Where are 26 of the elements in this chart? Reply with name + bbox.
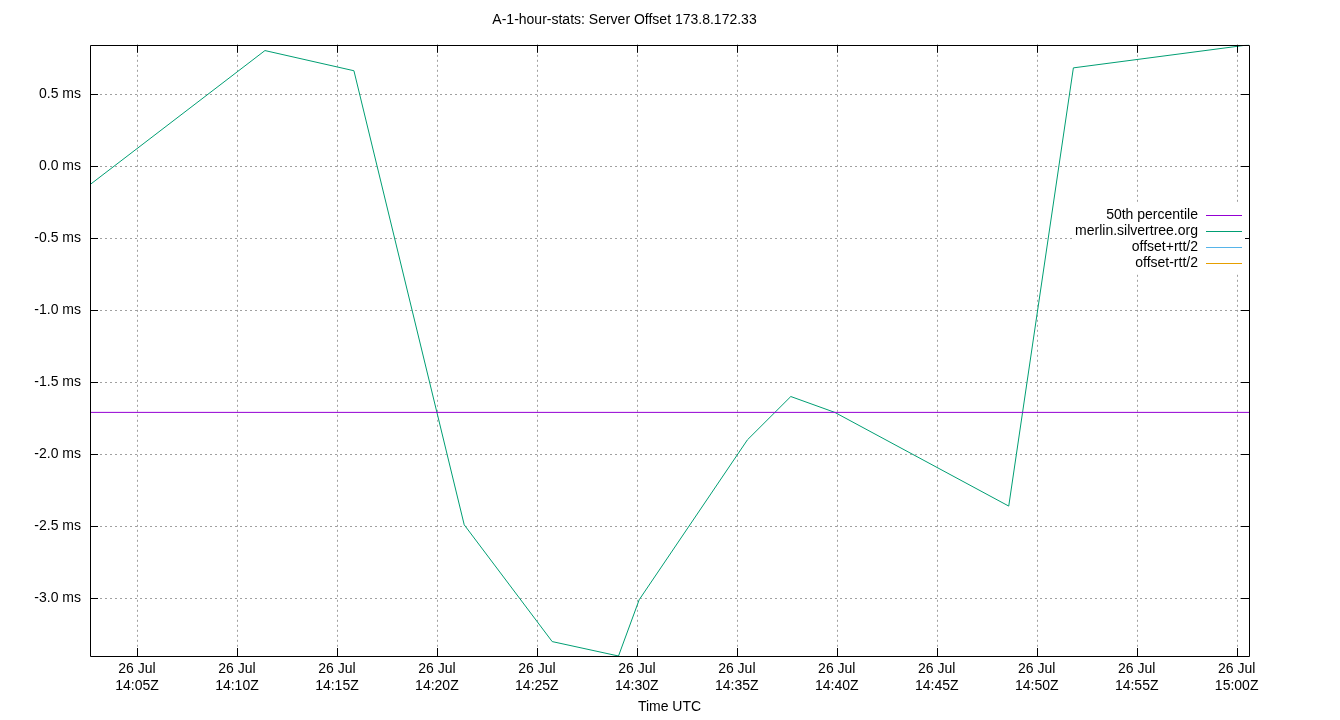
x-tick-label: 26 Jul 14:50Z bbox=[1014, 660, 1059, 694]
x-tick-label: 26 Jul 14:05Z bbox=[115, 660, 160, 694]
x-tick-label: 26 Jul 14:15Z bbox=[315, 660, 360, 694]
legend-label: offset+rtt/2 bbox=[1131, 237, 1199, 254]
y-tick-label: -0.5 ms bbox=[34, 228, 81, 245]
legend-label: 50th percentile bbox=[1106, 205, 1199, 222]
x-axis-title: Time UTC bbox=[637, 698, 702, 715]
y-tick-label: 0.0 ms bbox=[38, 156, 81, 173]
y-tick-label: 0.5 ms bbox=[38, 84, 81, 101]
x-tick-label: 26 Jul 14:40Z bbox=[814, 660, 860, 694]
x-tick-label: 26 Jul 14:20Z bbox=[415, 660, 460, 694]
chart-title: A-1-hour-stats: Server Offset 173.8.172.33 bbox=[492, 11, 757, 28]
x-tick-label: 26 Jul 14:35Z bbox=[715, 660, 760, 694]
x-tick-label: 26 Jul 14:45Z bbox=[914, 660, 959, 694]
legend-label: merlin.silvertree.org bbox=[1075, 221, 1198, 238]
x-tick-label: 26 Jul 14:55Z bbox=[1114, 660, 1159, 694]
y-tick-label: -2.5 ms bbox=[34, 517, 81, 534]
x-tick-label: 26 Jul 14:10Z bbox=[215, 660, 260, 694]
x-tick-label: 26 Jul 14:30Z bbox=[615, 660, 660, 694]
y-tick-label: -2.0 ms bbox=[34, 445, 81, 462]
x-tick-label: 26 Jul 14:25Z bbox=[515, 660, 560, 694]
legend-label: offset-rtt/2 bbox=[1135, 253, 1199, 270]
y-tick-label: -1.0 ms bbox=[34, 300, 81, 317]
y-tick-label: -1.5 ms bbox=[34, 372, 81, 389]
x-tick-label: 26 Jul 15:00Z bbox=[1214, 660, 1259, 694]
y-tick-label: -3.0 ms bbox=[34, 589, 81, 606]
